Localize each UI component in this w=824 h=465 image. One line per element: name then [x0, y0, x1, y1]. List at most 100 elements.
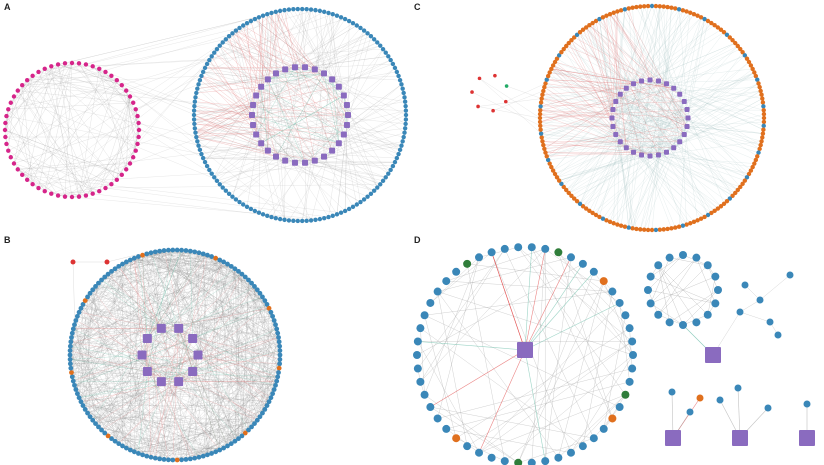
edge	[73, 296, 263, 382]
edge	[38, 63, 66, 189]
edge	[658, 7, 668, 156]
edge	[430, 252, 492, 304]
node	[193, 350, 203, 360]
edge	[72, 263, 228, 377]
edge	[70, 346, 249, 431]
edge	[198, 84, 262, 144]
edge	[554, 61, 614, 110]
node	[358, 199, 363, 205]
edge	[682, 289, 719, 326]
edge	[304, 56, 389, 68]
edge	[203, 253, 268, 305]
node	[214, 46, 220, 52]
edge	[216, 143, 339, 182]
edge	[146, 253, 279, 338]
edge	[231, 266, 268, 406]
node	[282, 7, 287, 13]
node	[258, 83, 265, 90]
edge	[209, 59, 262, 144]
edge	[223, 261, 272, 313]
edge	[142, 255, 273, 394]
node	[714, 286, 722, 294]
edge	[195, 73, 325, 133]
edge	[673, 17, 702, 89]
node	[727, 35, 733, 40]
edge	[285, 160, 368, 197]
node	[68, 365, 74, 371]
edge	[234, 268, 243, 436]
edge	[147, 249, 173, 372]
edge	[71, 372, 278, 378]
edge	[302, 73, 325, 222]
node	[209, 451, 215, 456]
edge	[116, 75, 202, 81]
edge	[194, 110, 254, 126]
node	[569, 37, 574, 43]
edge	[168, 250, 236, 442]
edge	[85, 354, 199, 410]
edge	[6, 62, 73, 117]
node	[193, 95, 198, 100]
node	[757, 146, 762, 152]
edge	[314, 17, 342, 70]
edge	[201, 75, 253, 116]
edge	[150, 252, 281, 351]
node	[388, 167, 393, 173]
edge	[70, 250, 187, 369]
node	[256, 210, 262, 215]
edge	[216, 143, 262, 181]
edge	[118, 266, 162, 329]
edge	[257, 337, 279, 421]
node	[721, 201, 727, 206]
node	[273, 9, 278, 15]
edge	[552, 65, 616, 135]
edge	[346, 67, 396, 106]
edge	[261, 73, 325, 87]
edge	[161, 337, 279, 382]
edge	[79, 312, 162, 329]
node	[250, 121, 257, 128]
edge	[611, 117, 733, 196]
edge	[225, 39, 257, 96]
node	[599, 277, 608, 286]
edge	[95, 286, 255, 424]
edge	[70, 341, 143, 356]
edge	[4, 129, 112, 185]
edge	[134, 258, 260, 294]
node	[264, 147, 271, 154]
edge	[260, 15, 264, 144]
edge	[44, 48, 384, 69]
node	[152, 455, 158, 461]
node	[611, 10, 616, 15]
edge	[215, 268, 236, 452]
edge	[163, 250, 235, 269]
node	[442, 277, 451, 286]
edge	[227, 354, 281, 447]
edge	[70, 271, 239, 360]
edge	[118, 273, 243, 444]
node	[76, 309, 82, 315]
node	[264, 403, 270, 408]
node	[715, 206, 721, 211]
edge	[612, 126, 733, 196]
node	[179, 457, 184, 463]
node	[752, 70, 757, 75]
node	[241, 202, 246, 207]
edge	[649, 155, 722, 207]
edge	[615, 101, 629, 228]
edge	[260, 14, 268, 87]
edge	[203, 293, 261, 457]
node	[760, 96, 765, 101]
edge	[279, 10, 333, 151]
edge	[58, 64, 122, 86]
edge	[111, 438, 212, 454]
node	[78, 399, 84, 405]
edge	[85, 122, 139, 196]
node	[329, 76, 336, 83]
edge	[5, 122, 45, 192]
node	[248, 18, 254, 24]
node	[192, 126, 198, 131]
edge	[552, 83, 634, 171]
node	[42, 66, 47, 71]
edge	[553, 65, 685, 135]
